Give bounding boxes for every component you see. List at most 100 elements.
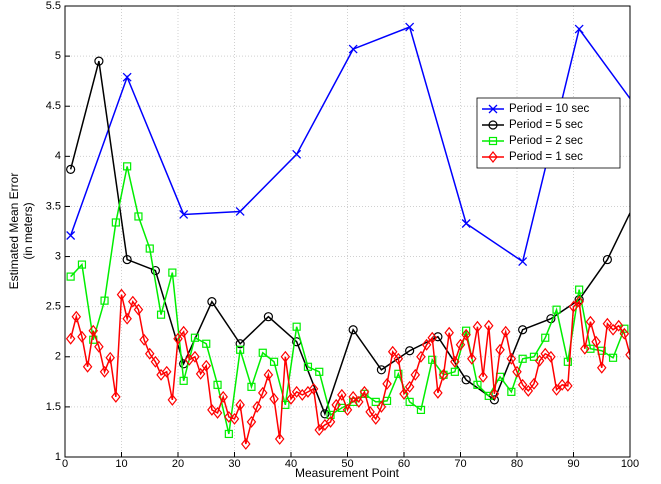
marker <box>116 288 127 301</box>
marker <box>168 268 177 277</box>
marker <box>632 102 640 110</box>
marker <box>376 400 387 413</box>
marker <box>207 297 217 307</box>
x-tick-label: 60 <box>398 458 410 470</box>
marker <box>269 357 279 366</box>
marker <box>82 360 93 373</box>
marker <box>128 295 138 308</box>
marker <box>122 72 132 82</box>
marker <box>161 365 172 378</box>
marker <box>218 390 228 403</box>
marker <box>455 338 466 351</box>
marker <box>563 379 573 392</box>
marker <box>292 149 302 159</box>
marker <box>619 327 630 340</box>
y-tick-label: 4.5 <box>46 100 61 112</box>
marker <box>133 303 144 316</box>
marker <box>111 218 120 227</box>
marker <box>71 310 82 323</box>
marker <box>99 365 110 378</box>
marker <box>405 22 415 32</box>
marker <box>467 352 477 365</box>
marker <box>167 393 178 406</box>
marker <box>596 361 607 374</box>
marker <box>608 323 618 336</box>
marker <box>337 388 347 401</box>
marker <box>94 340 104 353</box>
marker <box>506 352 517 365</box>
marker <box>523 384 534 397</box>
marker <box>410 368 421 381</box>
plot-area <box>65 22 640 450</box>
grid <box>64 5 631 458</box>
marker <box>134 212 143 221</box>
marker <box>156 310 166 319</box>
marker <box>575 285 584 294</box>
y-axis-label-line: (in meters) <box>21 202 35 259</box>
marker <box>66 231 76 240</box>
marker <box>393 352 404 365</box>
marker <box>201 359 212 372</box>
marker <box>66 272 75 281</box>
marker <box>122 254 132 265</box>
marker <box>123 162 132 171</box>
marker <box>461 375 471 385</box>
marker <box>331 398 341 411</box>
marker <box>257 386 268 399</box>
x-tick-label: 80 <box>511 458 523 470</box>
marker <box>100 296 109 305</box>
marker <box>247 382 256 391</box>
marker <box>292 322 301 331</box>
marker <box>602 254 613 265</box>
marker <box>263 368 274 381</box>
x-tick-label: 40 <box>285 458 297 470</box>
marker <box>421 338 432 351</box>
marker <box>370 412 381 425</box>
marker <box>382 377 392 390</box>
marker <box>473 380 482 389</box>
marker <box>348 44 358 54</box>
marker <box>387 345 398 358</box>
marker <box>405 397 414 406</box>
x-tick-label: 10 <box>115 458 127 470</box>
x-tick-label: 20 <box>172 458 184 470</box>
marker <box>139 333 149 346</box>
marker <box>488 151 498 163</box>
marker <box>518 257 528 267</box>
marker <box>269 392 279 405</box>
marker <box>77 260 87 269</box>
x-tick-label: 100 <box>621 458 639 470</box>
marker <box>416 350 426 363</box>
marker <box>320 409 330 419</box>
x-tick-label: 30 <box>228 458 240 470</box>
marker <box>602 317 613 330</box>
marker <box>518 325 528 335</box>
marker <box>404 380 415 393</box>
marker <box>557 378 567 391</box>
legend-label: Period = 5 sec <box>509 119 583 131</box>
marker <box>478 370 488 383</box>
marker <box>450 367 459 376</box>
marker <box>291 385 302 398</box>
marker <box>144 347 155 360</box>
marker <box>77 330 87 343</box>
marker <box>207 403 217 416</box>
marker <box>145 244 154 253</box>
marker <box>303 362 313 371</box>
marker <box>258 348 267 357</box>
marker <box>472 320 483 333</box>
marker <box>563 357 572 366</box>
marker <box>450 355 460 368</box>
marker <box>461 328 471 341</box>
marker <box>512 365 522 378</box>
marker <box>252 400 262 413</box>
marker <box>224 429 233 439</box>
marker <box>540 347 551 360</box>
marker <box>495 343 505 356</box>
marker <box>190 350 200 363</box>
marker <box>574 295 584 308</box>
y-tick-label: 3 <box>55 250 61 262</box>
legend-label: Period = 10 sec <box>509 103 589 115</box>
marker <box>613 319 624 332</box>
marker <box>399 387 409 400</box>
